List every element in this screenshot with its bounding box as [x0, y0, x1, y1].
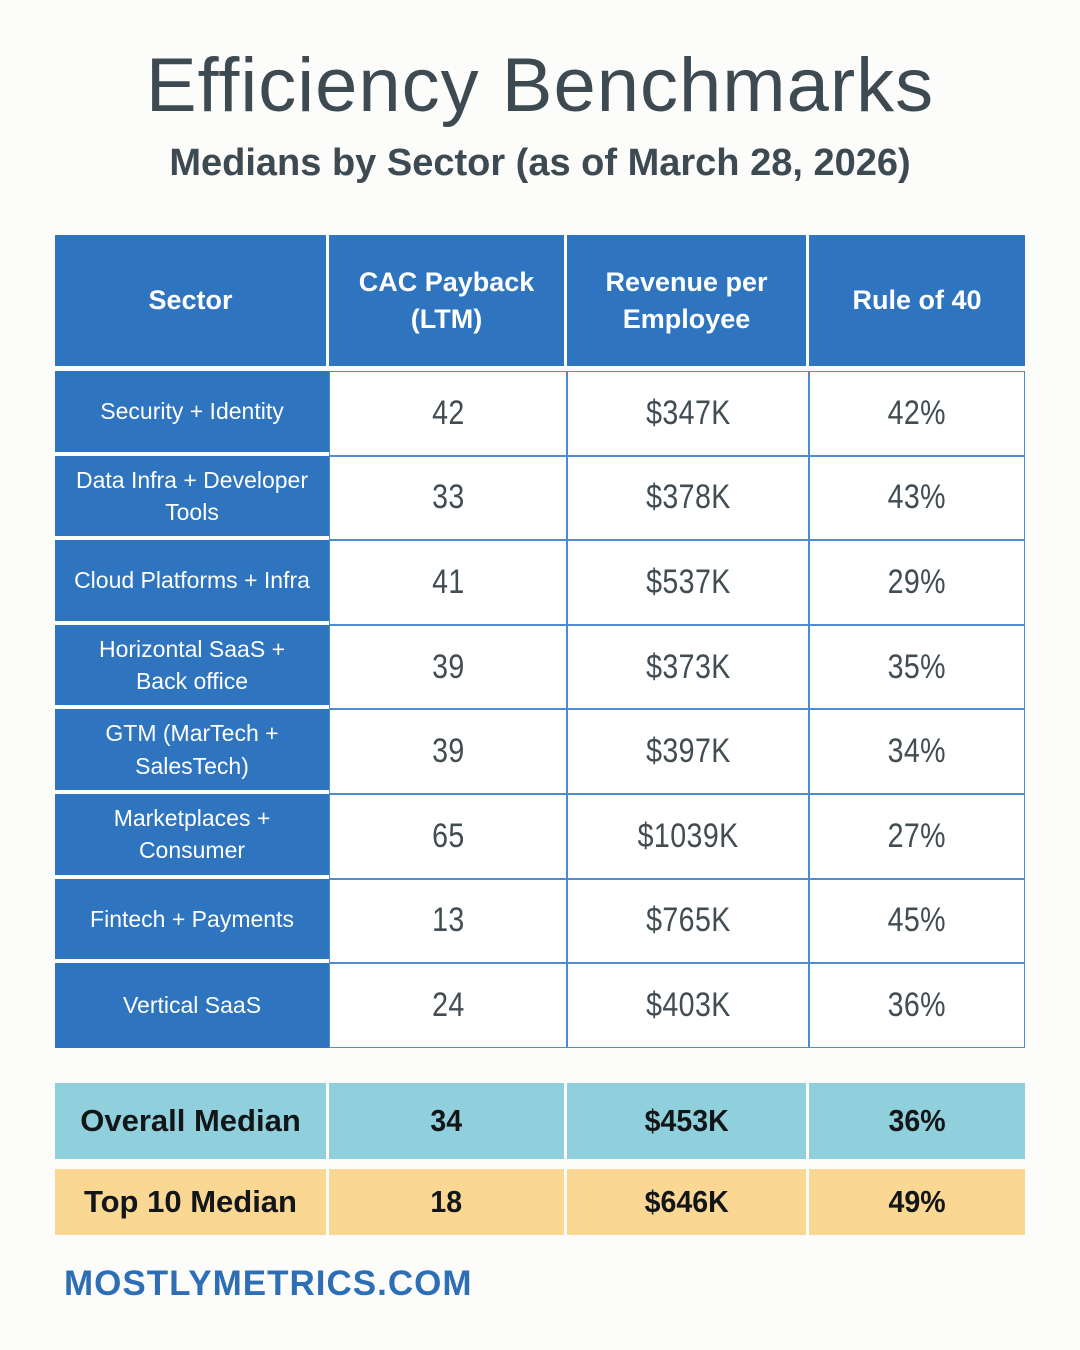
cac-payback-value: 24 — [431, 985, 465, 1024]
revenue-per-employee-cell: $397K — [567, 709, 809, 794]
cac-payback-cell: 39 — [329, 624, 567, 710]
sector-cell: Horizontal SaaS + Back office — [55, 624, 329, 710]
overall-median-row: Overall Median 34 $453K 36% — [55, 1083, 1025, 1159]
revenue-per-employee-value: $765K — [645, 901, 731, 940]
revenue-per-employee-value: $347K — [645, 393, 731, 432]
sector-cell: Marketplaces + Consumer — [55, 793, 329, 879]
cac-payback-value: 41 — [431, 562, 465, 601]
cac-payback-cell: 42 — [329, 371, 567, 456]
cac-payback-cell: 33 — [329, 455, 567, 541]
rule-of-40-value: 29% — [887, 562, 947, 601]
overall-median-rpe: $453K — [567, 1083, 809, 1159]
sector-cell: Vertical SaaS — [55, 963, 329, 1048]
revenue-per-employee-cell: $1039K — [567, 793, 809, 879]
rule-of-40-cell: 29% — [809, 540, 1025, 625]
column-header-cac-payback: CAC Payback (LTM) — [329, 235, 567, 371]
column-header-sector: Sector — [55, 235, 329, 371]
revenue-per-employee-value: $537K — [645, 562, 731, 601]
revenue-per-employee-cell: $373K — [567, 624, 809, 710]
revenue-per-employee-value: $378K — [645, 478, 731, 517]
revenue-per-employee-cell: $378K — [567, 455, 809, 541]
rule-of-40-cell: 43% — [809, 455, 1025, 541]
cac-payback-cell: 65 — [329, 793, 567, 879]
cac-payback-cell: 24 — [329, 963, 567, 1048]
page-title: Efficiency Benchmarks — [145, 43, 935, 128]
revenue-per-employee-cell: $765K — [567, 878, 809, 964]
sector-cell: Data Infra + Developer Tools — [55, 455, 329, 541]
rule-of-40-cell: 35% — [809, 624, 1025, 710]
rule-of-40-value: 43% — [887, 478, 947, 517]
top10-median-cac-value: 18 — [430, 1184, 463, 1219]
cac-payback-value: 65 — [431, 816, 465, 855]
benchmarks-table: Sector CAC Payback (LTM) Revenue per Emp… — [55, 235, 1025, 1048]
rule-of-40-cell: 42% — [809, 371, 1025, 456]
overall-median-rule40-value: 36% — [888, 1103, 946, 1138]
rule-of-40-value: 45% — [887, 901, 947, 940]
revenue-per-employee-cell: $403K — [567, 963, 809, 1048]
rule-of-40-cell: 34% — [809, 709, 1025, 794]
revenue-per-employee-value: $1039K — [637, 816, 739, 855]
overall-median-label: Overall Median — [55, 1083, 329, 1159]
sector-cell: GTM (MarTech + SalesTech) — [55, 709, 329, 794]
rule-of-40-value: 34% — [887, 732, 947, 771]
cac-payback-cell: 41 — [329, 540, 567, 625]
revenue-per-employee-cell: $537K — [567, 540, 809, 625]
cac-payback-value: 13 — [431, 901, 465, 940]
top10-median-rpe: $646K — [567, 1169, 809, 1235]
revenue-per-employee-value: $373K — [645, 647, 731, 686]
revenue-per-employee-value: $397K — [645, 732, 731, 771]
overall-median-cac-value: 34 — [430, 1103, 463, 1138]
overall-median-rule40: 36% — [809, 1083, 1025, 1159]
rule-of-40-cell: 27% — [809, 793, 1025, 879]
revenue-per-employee-cell: $347K — [567, 371, 809, 456]
top10-median-row: Top 10 Median 18 $646K 49% — [55, 1169, 1025, 1235]
top10-median-label: Top 10 Median — [55, 1169, 329, 1235]
page-subtitle: Medians by Sector (as of March 28, 2026) — [169, 142, 911, 184]
top10-median-rule40-value: 49% — [888, 1184, 946, 1219]
rule-of-40-value: 35% — [887, 647, 947, 686]
overall-median-cac: 34 — [329, 1083, 567, 1159]
top10-median-rule40: 49% — [809, 1169, 1025, 1235]
column-header-revenue-per-employee: Revenue per Employee — [567, 235, 809, 371]
revenue-per-employee-value: $403K — [645, 985, 731, 1024]
column-header-rule-of-40: Rule of 40 — [809, 235, 1025, 371]
rule-of-40-value: 27% — [887, 816, 947, 855]
sector-cell: Cloud Platforms + Infra — [55, 540, 329, 625]
cac-payback-value: 39 — [431, 647, 465, 686]
top10-median-rpe-value: $646K — [644, 1184, 729, 1219]
top10-median-cac: 18 — [329, 1169, 567, 1235]
cac-payback-cell: 39 — [329, 709, 567, 794]
cac-payback-cell: 13 — [329, 878, 567, 964]
sector-cell: Security + Identity — [55, 371, 329, 456]
rule-of-40-value: 36% — [887, 985, 947, 1024]
sector-cell: Fintech + Payments — [55, 878, 329, 964]
rule-of-40-cell: 36% — [809, 963, 1025, 1048]
website-url: MOSTLYMETRICS.COM — [64, 1264, 473, 1303]
rule-of-40-value: 42% — [887, 393, 947, 432]
rule-of-40-cell: 45% — [809, 878, 1025, 964]
cac-payback-value: 33 — [431, 478, 465, 517]
cac-payback-value: 39 — [431, 732, 465, 771]
cac-payback-value: 42 — [431, 393, 465, 432]
overall-median-rpe-value: $453K — [644, 1103, 729, 1138]
